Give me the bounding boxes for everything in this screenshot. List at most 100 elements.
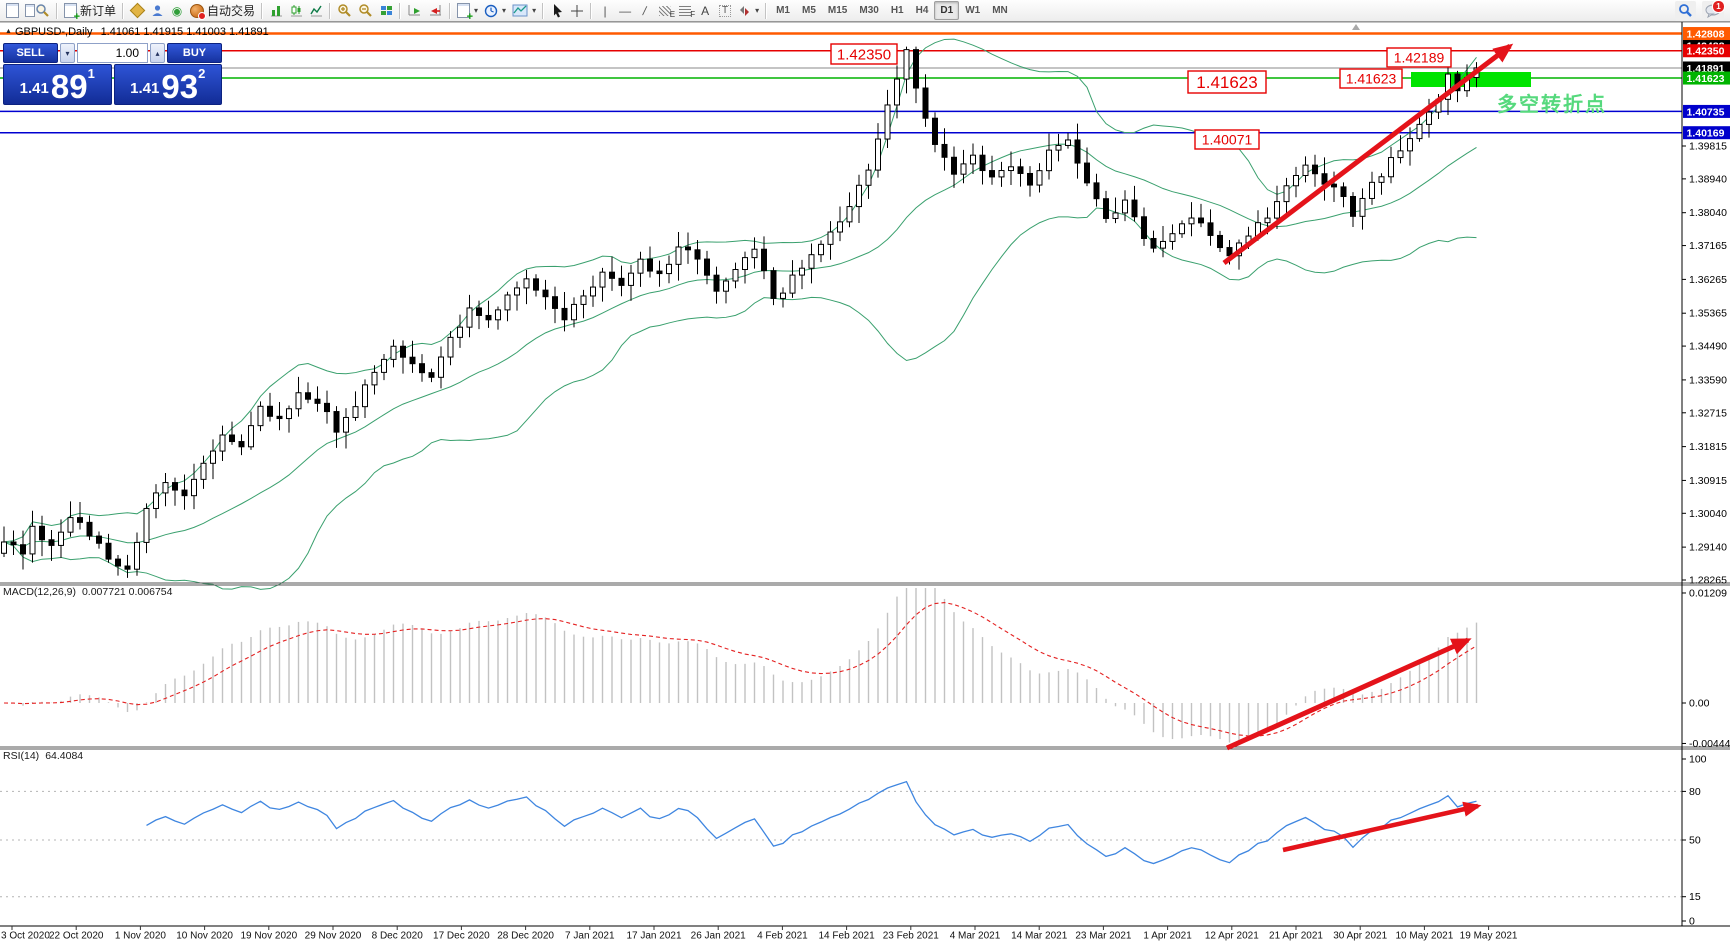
macd-histogram [12, 588, 1478, 743]
cursor-button[interactable] [547, 1, 567, 21]
svg-text:17 Dec 2020: 17 Dec 2020 [433, 931, 490, 942]
auto-scroll-button[interactable] [404, 1, 425, 21]
svg-text:3 Oct 2020: 3 Oct 2020 [1, 931, 50, 942]
svg-text:1.42808: 1.42808 [1687, 29, 1725, 41]
horizontal-line-button[interactable]: — [615, 1, 635, 21]
volume-decrease-button[interactable]: ▾ [60, 43, 75, 63]
chart-window-button[interactable] [2, 1, 22, 21]
chart-symbol: GBPUSD-,Daily [14, 26, 93, 38]
zoom-in-button[interactable] [334, 1, 355, 21]
svg-text:100: 100 [1689, 754, 1707, 766]
community-button[interactable] [147, 1, 167, 21]
cursor-icon [551, 3, 564, 18]
arrows-button[interactable]: ▾ [735, 1, 762, 21]
rsi-axis[interactable]: 100 80 50 15 0 [1682, 754, 1707, 928]
chart-shift-marker-icon[interactable] [1352, 24, 1360, 30]
svg-text:8 Dec 2020: 8 Dec 2020 [372, 931, 424, 942]
chat-bubble-icon: 1 [1705, 0, 1725, 18]
templates-icon [512, 4, 528, 17]
dropdown-caret-icon: ▾ [474, 6, 479, 15]
text-label-button[interactable]: T [715, 1, 735, 21]
line-chart-button[interactable] [306, 1, 326, 21]
buy-price-pip: 2 [198, 66, 206, 81]
buy-price[interactable]: 1.41 93 2 [113, 64, 222, 105]
buy-button[interactable]: BUY [167, 43, 222, 63]
timeframe-mn[interactable]: MN [986, 1, 1014, 20]
periods-button[interactable]: ▾ [481, 1, 509, 21]
svg-text:1.29140: 1.29140 [1689, 542, 1727, 554]
profiles-button[interactable] [22, 1, 53, 21]
timeframe-d1[interactable]: D1 [934, 1, 960, 20]
metaeditor-button[interactable] [127, 1, 147, 21]
timeframe-h1[interactable]: H1 [885, 1, 910, 20]
svg-text:1 Apr 2021: 1 Apr 2021 [1143, 931, 1192, 942]
collapse-triangle-icon[interactable]: ▲ [5, 28, 12, 35]
tile-windows-button[interactable] [376, 1, 396, 21]
zoom-in-icon [337, 3, 352, 18]
templates-button[interactable]: ▾ [509, 1, 539, 21]
price-tags[interactable]: 1.42350 1.41623 1.41623 1.42189 1.40071 [830, 43, 1452, 150]
toolbar-separator [261, 2, 264, 19]
sell-price-pip: 1 [87, 66, 95, 81]
new-order-icon: + [64, 3, 80, 23]
rsi-value: 64.4084 [45, 750, 84, 762]
candlestick-chart-button[interactable] [286, 1, 306, 21]
buy-price-prefix: 1.41 [130, 80, 160, 97]
new-order-button[interactable]: + 新订单 [61, 1, 119, 23]
trend-arrow [1222, 43, 1514, 265]
candlesticks[interactable] [1, 46, 1480, 578]
annotation-arrows[interactable] [1222, 43, 1514, 853]
price-tag [1187, 70, 1267, 94]
svg-text:4 Mar 2021: 4 Mar 2021 [950, 931, 1001, 942]
volume-input[interactable] [77, 43, 148, 63]
equidistant-channel-button[interactable]: E [655, 1, 675, 21]
candlestick-chart-icon [289, 4, 303, 18]
timeframe-m15[interactable]: M15 [822, 1, 853, 20]
text-button[interactable]: A [695, 1, 715, 21]
zoom-out-button[interactable] [355, 1, 376, 21]
vertical-line-button[interactable]: | [595, 1, 615, 21]
chart-shift-button[interactable] [425, 1, 446, 21]
timeframe-h4[interactable]: H4 [910, 1, 935, 20]
auto-trading-button[interactable]: 自动交易 [187, 1, 258, 21]
volume-increase-button[interactable]: ▴ [150, 43, 165, 63]
svg-text:10 May 2021: 10 May 2021 [1395, 931, 1453, 942]
svg-text:19 May 2021: 19 May 2021 [1460, 931, 1518, 942]
macd-indicator-label: MACD(12,26,9) 0.007721 0.006754 [3, 586, 172, 598]
fibonacci-button[interactable]: F [675, 1, 695, 21]
svg-text:14 Feb 2021: 14 Feb 2021 [819, 931, 876, 942]
annotation-green-box[interactable] [1411, 72, 1531, 87]
price-axis[interactable]: 1.39815 1.38940 1.38040 1.37165 1.36265 1.353… [1682, 27, 1730, 587]
crosshair-button[interactable] [567, 1, 587, 21]
turning-point-annotation[interactable]: 多空转折点 [1497, 94, 1607, 116]
sell-price[interactable]: 1.41 89 1 [3, 64, 112, 105]
svg-text:0: 0 [1689, 916, 1695, 928]
sell-button[interactable]: SELL [3, 43, 58, 63]
fibonacci-icon: F [679, 5, 695, 19]
timeframe-w1[interactable]: W1 [959, 1, 986, 20]
signals-button[interactable]: ◉ [167, 1, 187, 21]
macd-axis[interactable]: 0.01209 0.00 -0.004446 [1682, 587, 1730, 750]
svg-text:1.40169: 1.40169 [1687, 128, 1725, 140]
tile-windows-icon [380, 6, 392, 15]
search-button[interactable] [1675, 0, 1696, 21]
bar-chart-button[interactable] [266, 1, 286, 21]
toolbar-separator [329, 2, 332, 19]
trendline-button[interactable]: / [635, 1, 655, 21]
svg-text:21 Apr 2021: 21 Apr 2021 [1269, 931, 1323, 942]
date-axis[interactable]: 3 Oct 2020 22 Oct 2020 1 Nov 2020 10 Nov 20… [1, 926, 1518, 942]
indicators-button[interactable]: + ▾ [454, 1, 481, 23]
svg-text:1.37165: 1.37165 [1689, 240, 1727, 252]
timeframe-m1[interactable]: M1 [770, 1, 796, 20]
notifications-button[interactable]: 1 [1702, 0, 1725, 21]
svg-text:80: 80 [1689, 786, 1701, 798]
line-chart-icon [309, 4, 323, 18]
timeframe-m5[interactable]: M5 [796, 1, 822, 20]
metaeditor-icon [129, 2, 145, 19]
macd-name: MACD(12,26,9) [3, 586, 76, 598]
search-icon [1678, 3, 1693, 18]
signals-icon: ◉ [171, 3, 183, 18]
toolbar-separator [449, 2, 452, 19]
timeframe-m30[interactable]: M30 [853, 1, 884, 20]
